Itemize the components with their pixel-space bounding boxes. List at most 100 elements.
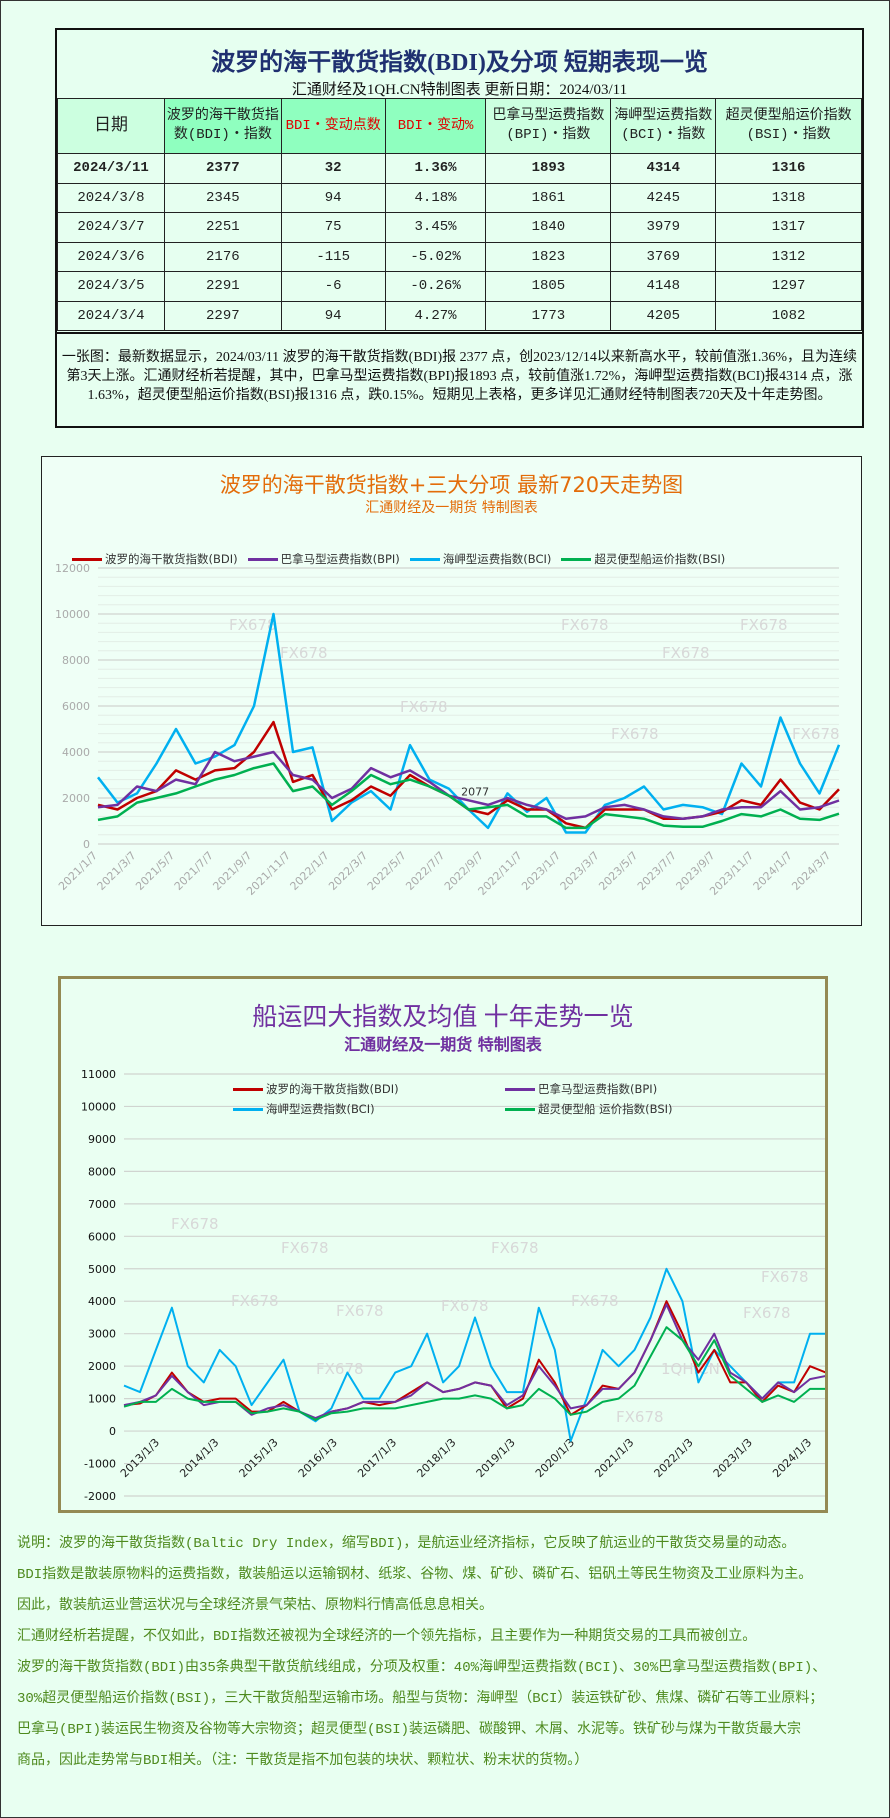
series-line-bsi	[123, 1326, 825, 1421]
table-row: 2024/3/4 2297 94 4.27% 1773 4205 1082	[57, 300, 862, 331]
legend-swatch	[505, 1107, 535, 1111]
legend-label: 波罗的海干散货指数(BDI)	[266, 1082, 399, 1096]
table-cell: 2297	[163, 300, 282, 331]
table-cell: 2251	[163, 212, 282, 243]
table-cell: 2024/3/4	[57, 300, 165, 331]
x-tick-label: 2015/1/3	[237, 1436, 281, 1480]
watermark: FX678	[740, 616, 788, 634]
y-tick-label: -2000	[84, 1490, 116, 1503]
legend-swatch	[72, 557, 102, 561]
watermark: FX678	[761, 1268, 809, 1286]
table-cell: 4245	[610, 182, 717, 213]
table-cell: 2345	[163, 182, 282, 213]
watermark: FX678	[662, 644, 710, 662]
table-row: 2024/3/7 2251 75 3.45% 1840 3979 1317	[57, 212, 862, 243]
x-tick-label: 2014/1/3	[177, 1436, 221, 1480]
watermark: FX678	[441, 1297, 489, 1315]
legend-swatch	[409, 557, 440, 561]
y-tick-label: 4000	[88, 1295, 116, 1308]
x-tick-label: 2021/1/7	[56, 849, 100, 893]
y-tick-label: 3000	[88, 1328, 116, 1341]
x-tick-label: 2022/1/7	[288, 849, 332, 893]
legend-label: 超灵便型船运价指数(BSI)	[594, 552, 726, 566]
table-cell: 4314	[610, 153, 717, 184]
table-cell: 1773	[485, 300, 612, 331]
annotation-label: 2077	[461, 786, 489, 799]
table-cell: 1823	[485, 241, 612, 272]
footer-line: 汇通财经析若提醒，不仅如此，BDI指数还被视为全球经济的一个领先指标，且主要作为…	[17, 1629, 757, 1645]
table-row: 2024/3/11 2377 32 1.36% 1893 4314 1316	[57, 153, 862, 184]
table-cell: 2377	[163, 153, 282, 184]
table-cell: 2024/3/8	[57, 182, 165, 213]
table-cell: 1317	[715, 212, 862, 243]
y-tick-label: 7000	[88, 1198, 116, 1211]
table-cell: 3979	[610, 212, 717, 243]
x-tick-label: 2023/1/3	[711, 1436, 755, 1480]
table-row: 2024/3/6 2176 -115 -5.02% 1823 3769 1312	[57, 241, 862, 272]
watermark: FX678	[281, 1239, 329, 1257]
header-bpi: 巴拿马型运费指数(BPI)・指数	[485, 98, 612, 154]
y-tick-label: 8000	[62, 654, 90, 667]
legend-label: 波罗的海干散货指数(BDI)	[105, 552, 238, 566]
x-tick-label: 2021/7/7	[172, 849, 216, 893]
x-tick-label: 2022/5/7	[365, 849, 409, 893]
watermark: 1QH.CN	[661, 1360, 720, 1378]
chart1-subtitle: 汇通财经及一期货 特制图表	[365, 500, 538, 516]
legend-label: 海岬型运费指数(BCI)	[266, 1102, 375, 1116]
y-tick-label: -1000	[84, 1458, 116, 1471]
table-cell: 1082	[715, 300, 862, 331]
x-tick-label: 2020/1/3	[533, 1436, 577, 1480]
series-line-bdi	[97, 720, 840, 830]
table-cell: 1805	[485, 271, 612, 302]
watermark: FX678	[491, 1239, 539, 1257]
x-tick-label: 2017/1/3	[355, 1436, 399, 1480]
x-tick-label: 2022/3/7	[326, 849, 370, 893]
table-cell: 32	[280, 153, 386, 184]
series-line-bci	[123, 1267, 825, 1442]
y-tick-label: 10000	[55, 608, 90, 621]
table-cell: 3769	[610, 241, 717, 272]
x-tick-label: 2024/1/7	[751, 849, 795, 893]
chart2-title: 船运四大指数及均值 十年走势一览	[252, 1004, 634, 1031]
legend-swatch	[233, 1087, 263, 1091]
y-tick-label: 4000	[62, 746, 90, 759]
x-tick-label: 2024/1/3	[770, 1436, 814, 1480]
header-bsi: 超灵便型船运价指数(BSI)・指数	[715, 98, 862, 154]
watermark: FX678	[171, 1215, 219, 1233]
y-tick-label: 10000	[81, 1100, 116, 1113]
legend-item-bdi: 波罗的海干散货指数(BDI)	[233, 1081, 399, 1097]
x-tick-label: 2024/3/7	[789, 849, 833, 893]
x-tick-label: 2023/3/7	[558, 849, 602, 893]
table-cell: 1318	[715, 182, 862, 213]
watermark: FX678	[229, 616, 277, 634]
table-cell: 3.45%	[384, 212, 487, 243]
chart-720-day: 0 2000 4000 6000 8000 10000 12000 2021/1/7 2021/…	[41, 456, 862, 926]
y-tick-label: 2000	[62, 792, 90, 805]
watermark: FX678	[231, 1292, 279, 1310]
y-tick-label: 5000	[88, 1263, 116, 1276]
footer-line: 说明：波罗的海干散货指数(Baltic Dry Index，缩写BDI)，是航运…	[17, 1536, 796, 1552]
x-tick-label: 2019/1/3	[474, 1436, 518, 1480]
y-tick-label: 12000	[55, 562, 90, 575]
footer-line: 商品，因此走势常与BDI相关。（注：干散货是指不加包装的块状、颗粒状、粉末状的货…	[17, 1753, 589, 1769]
table-row: 2024/3/5 2291 -6 -0.26% 1805 4148 1297	[57, 271, 862, 302]
table-subtitle: 汇通财经及1QH.CN特制图表 更新日期：2024/03/11	[291, 82, 628, 98]
series-line-bpi	[97, 750, 840, 820]
watermark: FX678	[611, 725, 659, 743]
table-cell: 1316	[715, 153, 862, 184]
table-cell: -115	[280, 241, 386, 272]
table-cell: 4205	[610, 300, 717, 331]
x-tick-label: 2021/3/7	[95, 849, 139, 893]
watermark: FX678	[336, 1302, 384, 1320]
table-cell: 1861	[485, 182, 612, 213]
table-cell: -0.26%	[384, 271, 487, 302]
footer-line: 30%超灵便型船运价指数(BSI)，三大干散货船型运输市场。船型与货物：海岬型（…	[17, 1691, 824, 1707]
legend-swatch	[233, 1107, 263, 1111]
header-bdi-change-pct: BDI・变动%	[384, 98, 487, 154]
summary-table-panel: 波罗的海干散货指数(BDI)及分项 短期表现一览 汇通财经及1QH.CN特制图表…	[55, 28, 864, 428]
y-tick-label: 11000	[81, 1068, 116, 1081]
x-tick-label: 2023/5/7	[596, 849, 640, 893]
legend-swatch	[247, 557, 278, 561]
table-title: 波罗的海干散货指数(BDI)及分项 短期表现一览	[211, 50, 708, 76]
legend-label: 巴拿马型运费指数(BPI)	[538, 1082, 658, 1096]
